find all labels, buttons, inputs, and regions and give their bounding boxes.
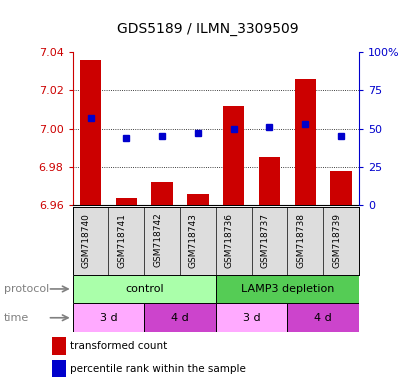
Bar [259,157,280,205]
Text: GSM718738: GSM718738 [296,213,305,268]
Text: 4 d: 4 d [314,313,332,323]
Text: 3 d: 3 d [243,313,260,323]
Text: control: control [125,284,164,294]
Text: LAMP3 depletion: LAMP3 depletion [241,284,334,294]
Bar [52,360,66,377]
Bar [216,275,359,303]
Text: 3 d: 3 d [100,313,117,323]
Bar [144,303,216,332]
Text: percentile rank within the sample: percentile rank within the sample [70,364,246,374]
Text: GSM718739: GSM718739 [332,213,341,268]
Bar [73,303,144,332]
Bar [287,303,359,332]
Text: time: time [4,313,29,323]
Bar [187,194,209,205]
Text: GSM718743: GSM718743 [189,213,198,268]
Text: GDS5189 / ILMN_3309509: GDS5189 / ILMN_3309509 [117,23,298,36]
Bar [80,60,101,205]
Text: GSM718740: GSM718740 [81,213,90,268]
Bar [52,337,66,355]
Bar [223,106,244,205]
Text: protocol: protocol [4,284,49,294]
Text: GSM718741: GSM718741 [117,213,126,268]
Text: transformed count: transformed count [70,341,168,351]
Bar [115,198,137,205]
Bar [73,275,216,303]
Text: GSM718742: GSM718742 [153,213,162,268]
Bar [151,182,173,205]
Bar [295,79,316,205]
Bar [216,303,287,332]
Bar [330,171,352,205]
Text: GSM718736: GSM718736 [225,213,234,268]
Text: GSM718737: GSM718737 [261,213,269,268]
Text: 4 d: 4 d [171,313,189,323]
